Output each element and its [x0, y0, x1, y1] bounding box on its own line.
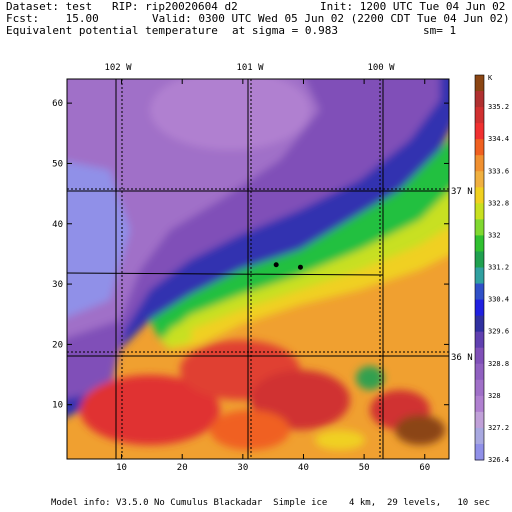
- colorbar-swatch: [475, 139, 484, 156]
- colorbar-swatch: [475, 187, 484, 204]
- colorbar-swatch: [475, 235, 484, 252]
- state-boundaries: [67, 79, 449, 459]
- grid-lines: [67, 79, 449, 459]
- colorbar-label: 334.4: [488, 135, 509, 143]
- colorbar-label: 328.8: [488, 360, 509, 368]
- colorbar-swatch: [475, 219, 484, 236]
- header-fcst: Fcst: 15.00: [6, 12, 99, 25]
- y-tick-label: 60: [52, 99, 63, 109]
- header-sm: sm= 1: [423, 24, 457, 37]
- colorbar-swatch: [475, 395, 484, 413]
- colorbar-swatch: [475, 267, 484, 285]
- lat-label: 37 N: [451, 187, 473, 197]
- theta-e-field: [67, 79, 449, 459]
- colorbar-swatch: [475, 155, 484, 172]
- x-tick-label: 40: [298, 463, 309, 473]
- colorbar-unit: K: [488, 74, 493, 82]
- colorbar-swatch: [475, 379, 484, 397]
- y-tick-label: 40: [52, 220, 63, 230]
- colorbar-swatch: [475, 363, 484, 381]
- colorbar-swatch: [475, 75, 484, 92]
- colorbar-label: 329.6: [488, 328, 509, 336]
- colorbar: K 335.2 334.4 333.6 332.8 332 331.2 330.4 329.6 3…: [474, 74, 509, 464]
- header-init: Init: 1200 UTC Tue 04 Jun 02: [320, 0, 506, 13]
- lat-label: 36 N: [451, 353, 473, 363]
- colorbar-swatch: [475, 443, 484, 461]
- lon-label: 102 W: [104, 63, 132, 73]
- colorbar-frame: [474, 74, 485, 461]
- colorbar-label: 330.4: [488, 296, 509, 304]
- station-markers: [273, 262, 303, 270]
- x-tick-label: 10: [116, 463, 127, 473]
- y-tick-label: 20: [52, 340, 63, 350]
- colorbar-swatch: [475, 411, 484, 429]
- colorbar-label: 331.2: [488, 264, 509, 272]
- colorbar-swatch: [475, 331, 484, 349]
- header-dataset: Dataset: test RIP: rip20020604 d2: [6, 0, 238, 13]
- colorbar-swatch: [475, 123, 484, 140]
- colorbar-label: 333.6: [488, 167, 509, 175]
- colorbar-label: 327.2: [488, 424, 509, 432]
- colorbar-swatch: [475, 283, 484, 301]
- header-sigma: at sigma = 0.983: [232, 24, 338, 37]
- station-marker: [297, 264, 303, 270]
- colorbar-label: 326.4: [488, 456, 509, 464]
- colorbar-label: 332.8: [488, 199, 509, 207]
- colorbar-swatch: [475, 107, 484, 124]
- colorbar-swatch: [475, 171, 484, 188]
- axis-ticks: 10 20 30 40 50 60 10 20 30 40 50 60 102 W 101 W 100 W 3…: [52, 63, 473, 473]
- colorbar-label: 328: [488, 392, 501, 400]
- colorbar-swatch: [475, 347, 484, 365]
- lon-label: 100 W: [367, 63, 395, 73]
- colorbar-swatch: [475, 91, 484, 108]
- plot-frame: [66, 78, 450, 460]
- y-tick-label: 10: [52, 401, 63, 411]
- header-valid: Valid: 0300 UTC Wed 05 Jun 02 (2200 CDT …: [152, 12, 510, 25]
- colorbar-swatch: [475, 299, 484, 317]
- colorbar-swatch: [475, 427, 484, 445]
- model-info: Model info: V3.5.0 No Cumulus Blackadar …: [51, 498, 490, 508]
- lon-label: 101 W: [236, 63, 264, 73]
- y-tick-label: 50: [52, 159, 63, 169]
- y-tick-label: 30: [52, 280, 63, 290]
- x-tick-label: 50: [359, 463, 370, 473]
- colorbar-swatch: [475, 315, 484, 333]
- colorbar-swatch: [475, 251, 484, 268]
- x-tick-label: 30: [237, 463, 248, 473]
- header-field: Equivalent potential temperature: [6, 24, 218, 37]
- x-tick-label: 60: [419, 463, 430, 473]
- colorbar-label: 335.2: [488, 103, 509, 111]
- station-marker: [273, 262, 279, 268]
- x-tick-label: 20: [177, 463, 188, 473]
- colorbar-swatch: [475, 203, 484, 220]
- colorbar-label: 332: [488, 231, 501, 239]
